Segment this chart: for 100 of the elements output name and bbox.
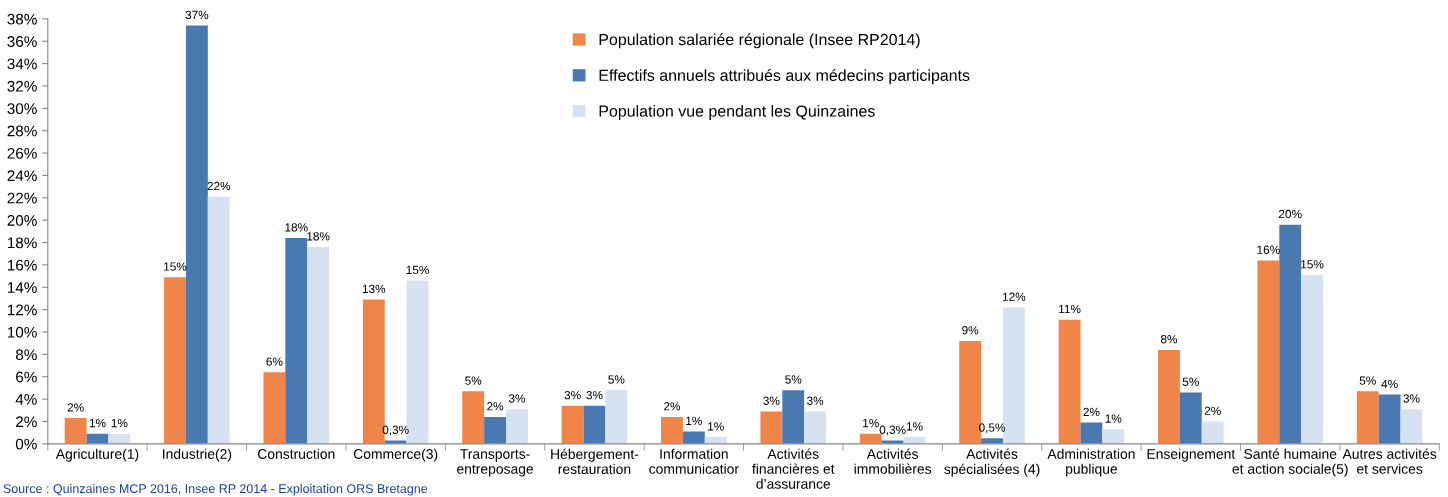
y-tick-label: 32% bbox=[7, 80, 37, 92]
y-tick-label: 4% bbox=[15, 394, 37, 405]
y-tick-label: 22% bbox=[7, 192, 37, 204]
data-label: 37% bbox=[185, 10, 209, 20]
data-label: 5% bbox=[608, 375, 625, 384]
bar bbox=[1201, 421, 1224, 444]
bar bbox=[1058, 319, 1081, 444]
data-label: 2% bbox=[67, 403, 84, 412]
data-label: 18% bbox=[285, 223, 308, 232]
bar bbox=[207, 196, 230, 444]
bar bbox=[881, 440, 904, 444]
bar bbox=[307, 247, 330, 444]
data-label: 0,3% bbox=[879, 425, 906, 436]
x-tick-label: Transports- entreposage bbox=[457, 449, 534, 477]
bar bbox=[1378, 394, 1401, 444]
data-label: 5% bbox=[1182, 377, 1199, 386]
x-tick-label: Administration publique bbox=[1047, 448, 1135, 477]
bar bbox=[1400, 409, 1423, 444]
data-label: 1% bbox=[89, 418, 106, 428]
y-tick-label: 16% bbox=[7, 259, 37, 271]
bar bbox=[583, 405, 606, 444]
bar bbox=[1356, 391, 1379, 444]
data-label: 1% bbox=[863, 418, 879, 428]
bar bbox=[704, 437, 727, 444]
legend-label: Population vue pendant les Quinzaines bbox=[599, 105, 875, 120]
y-tick-label: 36% bbox=[7, 36, 37, 47]
bar bbox=[1158, 349, 1180, 444]
y-tick-label: 6% bbox=[16, 371, 37, 383]
data-label: 2% bbox=[1204, 406, 1221, 415]
data-label: 2% bbox=[487, 402, 504, 411]
bar bbox=[185, 25, 208, 444]
x-tick-label: Construction bbox=[257, 448, 335, 459]
bar bbox=[859, 433, 882, 444]
data-label: 2% bbox=[1083, 407, 1100, 417]
bar bbox=[484, 416, 506, 444]
x-tick-label: Commerce(3) bbox=[353, 448, 438, 462]
bar bbox=[64, 418, 87, 444]
data-label: 5% bbox=[465, 376, 482, 385]
data-label: 3% bbox=[763, 396, 780, 405]
y-tick-label: 2% bbox=[16, 416, 37, 428]
data-label: 3% bbox=[564, 390, 581, 400]
y-tick-label: 12% bbox=[7, 304, 37, 316]
bar bbox=[682, 431, 705, 444]
y-tick-label: 28% bbox=[7, 125, 37, 137]
y-tick-label: 8% bbox=[15, 349, 37, 361]
bar bbox=[263, 372, 286, 444]
data-label: 20% bbox=[1279, 209, 1302, 219]
x-tick-label: Activités spécialisées (4) bbox=[944, 448, 1040, 477]
y-tick-label: 26% bbox=[7, 147, 37, 159]
data-label: 9% bbox=[962, 326, 979, 335]
bar bbox=[1080, 422, 1103, 444]
bar bbox=[285, 238, 308, 444]
bar bbox=[1301, 274, 1324, 444]
bar bbox=[505, 409, 528, 444]
data-label: 2% bbox=[664, 402, 681, 411]
data-label: 12% bbox=[1002, 292, 1026, 301]
source-note: Source : Quinzaines MCP 2016, Insee RP 2014 - Exploitation ORS Bretagne bbox=[3, 483, 428, 496]
data-label: 3% bbox=[586, 390, 603, 400]
x-tick-label: Hébergement- restauration bbox=[551, 448, 639, 475]
x-tick-label: Agriculture(1) bbox=[55, 448, 139, 462]
y-tick-label: 10% bbox=[7, 326, 37, 338]
data-label: 1% bbox=[686, 416, 702, 425]
data-label: 15% bbox=[406, 265, 429, 275]
y-tick-label: 20% bbox=[7, 215, 37, 226]
bar bbox=[384, 440, 407, 444]
bar bbox=[1179, 392, 1202, 444]
x-tick-label: Activités financières et d’assurance bbox=[752, 448, 835, 489]
bar bbox=[661, 416, 683, 444]
data-label: 1% bbox=[111, 418, 128, 428]
data-label: 13% bbox=[362, 284, 386, 294]
bar bbox=[760, 411, 783, 444]
data-label: 5% bbox=[785, 375, 802, 384]
x-tick-label: Information communicatior bbox=[649, 448, 739, 474]
legend-label: Effectifs annuels attribués aux médecins participants bbox=[599, 69, 970, 85]
data-label: 3% bbox=[508, 394, 526, 403]
y-tick-label: 34% bbox=[7, 58, 37, 70]
y-tick-label: 0% bbox=[15, 438, 37, 450]
bar bbox=[108, 433, 131, 444]
data-label: 1% bbox=[708, 422, 724, 431]
bar bbox=[1279, 224, 1302, 444]
bar bbox=[981, 438, 1003, 444]
x-tick-label: Industrie(2) bbox=[163, 448, 232, 462]
data-label: 3% bbox=[1403, 394, 1420, 403]
bar bbox=[164, 277, 186, 444]
data-label: 1% bbox=[906, 422, 923, 431]
data-label: 3% bbox=[807, 396, 824, 405]
data-label: 11% bbox=[1059, 304, 1081, 314]
x-tick-label: Enseignement bbox=[1147, 448, 1236, 462]
y-tick-label: 24% bbox=[7, 170, 37, 182]
data-label: 4% bbox=[1381, 379, 1398, 389]
bar bbox=[782, 390, 805, 444]
bar bbox=[1257, 260, 1280, 444]
data-label: 8% bbox=[1160, 335, 1178, 344]
legend-label: Population salariée régionale (Insee RP2014) bbox=[599, 33, 920, 49]
data-label: 18% bbox=[307, 232, 330, 241]
data-label: 16% bbox=[1257, 245, 1280, 254]
bar bbox=[605, 390, 628, 444]
data-label: 6% bbox=[266, 357, 283, 366]
y-tick-label: 18% bbox=[7, 237, 37, 249]
y-tick-label: 38% bbox=[7, 13, 37, 25]
